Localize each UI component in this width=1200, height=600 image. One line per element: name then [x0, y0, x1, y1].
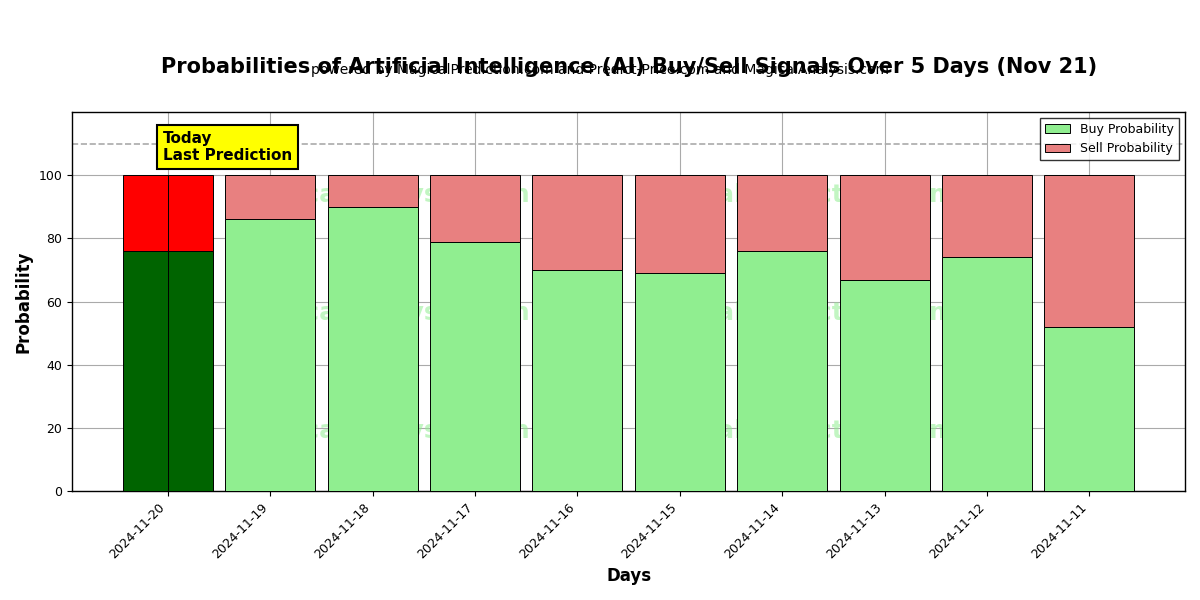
Bar	[430, 242, 520, 491]
Text: MagicalPrediction.com: MagicalPrediction.com	[635, 419, 956, 443]
Bar	[168, 175, 212, 251]
Bar	[533, 270, 623, 491]
Bar	[328, 207, 418, 491]
Text: Today
Last Prediction: Today Last Prediction	[163, 131, 292, 163]
Bar	[122, 251, 168, 491]
Bar	[737, 175, 827, 251]
Text: MagicalAnalysis.com: MagicalAnalysis.com	[236, 301, 530, 325]
Legend: Buy Probability, Sell Probability: Buy Probability, Sell Probability	[1040, 118, 1178, 160]
Text: MagicalAnalysis.com: MagicalAnalysis.com	[236, 419, 530, 443]
Bar	[635, 273, 725, 491]
Text: MagicalAnalysis.com: MagicalAnalysis.com	[236, 184, 530, 208]
Bar	[737, 251, 827, 491]
Bar	[635, 175, 725, 273]
Bar	[1044, 327, 1134, 491]
Bar	[942, 257, 1032, 491]
Bar	[1044, 175, 1134, 327]
Bar	[533, 175, 623, 270]
Bar	[226, 220, 316, 491]
Bar	[328, 175, 418, 207]
Text: powered by MagicalPrediction.com and Predict-Price.com and MagicalAnalysis.com: powered by MagicalPrediction.com and Pre…	[311, 63, 889, 77]
Bar	[122, 175, 168, 251]
Y-axis label: Probability: Probability	[16, 250, 34, 353]
X-axis label: Days: Days	[606, 567, 652, 585]
Bar	[840, 280, 930, 491]
Title: Probabilities of Artificial Intelligence (AI) Buy/Sell Signals Over 5 Days (Nov : Probabilities of Artificial Intelligence…	[161, 57, 1097, 77]
Text: MagicalPrediction.com: MagicalPrediction.com	[635, 301, 956, 325]
Bar	[942, 175, 1032, 257]
Bar	[840, 175, 930, 280]
Bar	[430, 175, 520, 242]
Text: MagicalPrediction.com: MagicalPrediction.com	[635, 184, 956, 208]
Bar	[168, 251, 212, 491]
Bar	[226, 175, 316, 220]
